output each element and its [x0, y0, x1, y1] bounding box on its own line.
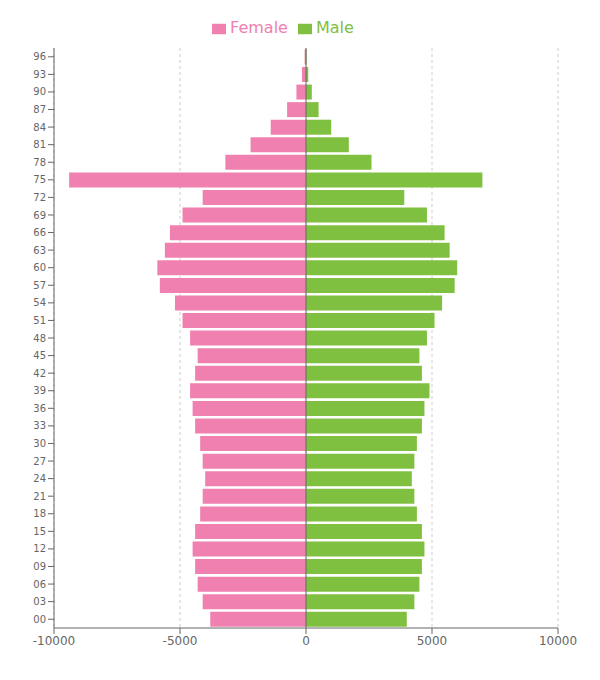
svg-text:10000: 10000: [539, 634, 577, 648]
svg-text:24: 24: [33, 473, 46, 484]
svg-text:42: 42: [33, 368, 46, 379]
svg-text:33: 33: [33, 420, 46, 431]
svg-text:09: 09: [33, 561, 46, 572]
svg-text:12: 12: [33, 543, 46, 554]
svg-text:06: 06: [33, 579, 46, 590]
svg-text:87: 87: [33, 104, 46, 115]
svg-text:45: 45: [33, 350, 46, 361]
svg-text:93: 93: [33, 69, 46, 80]
svg-text:72: 72: [33, 192, 46, 203]
svg-text:39: 39: [33, 385, 46, 396]
svg-text:75: 75: [33, 174, 46, 185]
svg-text:48: 48: [33, 333, 46, 344]
svg-text:03: 03: [33, 596, 46, 607]
svg-text:66: 66: [33, 227, 46, 238]
svg-text:69: 69: [33, 210, 46, 221]
svg-text:84: 84: [33, 122, 46, 133]
svg-text:21: 21: [33, 491, 46, 502]
svg-text:60: 60: [33, 262, 46, 273]
svg-text:51: 51: [33, 315, 46, 326]
svg-text:5000: 5000: [417, 634, 448, 648]
html-text:Female: Female: [230, 18, 288, 37]
svg-text:78: 78: [33, 157, 46, 168]
svg-text:54: 54: [33, 297, 46, 308]
svg-text:57: 57: [33, 280, 46, 291]
svg-text:63: 63: [33, 245, 46, 256]
svg-text:-5000: -5000: [163, 634, 198, 648]
svg-text:81: 81: [33, 139, 46, 150]
svg-text:96: 96: [33, 51, 46, 62]
svg-text:30: 30: [33, 438, 46, 449]
svg-text:36: 36: [33, 403, 46, 414]
svg-text:15: 15: [33, 526, 46, 537]
html-text:Male: Male: [316, 18, 354, 37]
svg-text:18: 18: [33, 508, 46, 519]
svg-text:90: 90: [33, 86, 46, 97]
svg-text:27: 27: [33, 456, 46, 467]
svg-text:00: 00: [33, 614, 46, 625]
svg-text:0: 0: [302, 634, 310, 648]
svg-text:-10000: -10000: [33, 634, 76, 648]
